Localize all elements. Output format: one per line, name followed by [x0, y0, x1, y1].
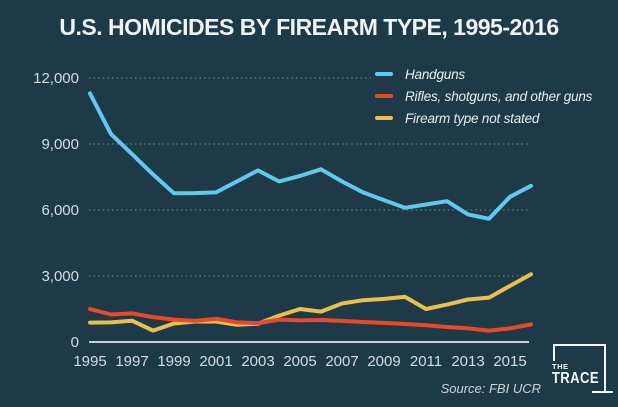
x-tick-label: 1997 — [115, 353, 148, 370]
x-tick-label: 2015 — [493, 353, 526, 370]
x-tick-label: 1999 — [157, 353, 190, 370]
y-tick-label: 12,000 — [33, 70, 79, 87]
legend: Handguns Rifles, shotguns, and other gun… — [371, 63, 597, 129]
y-tick-label: 3,000 — [41, 268, 79, 285]
legend-label-not-stated: Firearm type not stated — [405, 110, 540, 126]
x-tick-label: 2003 — [241, 353, 274, 370]
rifles-line-swatch — [375, 94, 393, 98]
legend-item-rifles: Rifles, shotguns, and other guns — [371, 85, 597, 107]
x-tick-label: 2005 — [283, 353, 316, 370]
series-line-handguns — [88, 91, 533, 221]
series-line-rifles-shotguns-and-other-guns — [88, 307, 533, 333]
y-tick-label: 0 — [71, 334, 79, 351]
x-tick-label: 1995 — [73, 353, 106, 370]
legend-label-handguns: Handguns — [405, 66, 465, 82]
y-tick-label: 6,000 — [41, 202, 79, 219]
x-tick-label: 2001 — [199, 353, 232, 370]
legend-item-not-stated: Firearm type not stated — [371, 107, 597, 129]
series-line-firearm-type-not-stated — [88, 272, 533, 333]
x-tick-label: 2009 — [367, 353, 400, 370]
y-tick-label: 9,000 — [41, 136, 79, 153]
handguns-line-swatch — [375, 72, 393, 76]
not-stated-line-swatch — [375, 116, 393, 120]
x-tick-label: 2011 — [410, 353, 442, 370]
source-note: Source: FBI UCR — [440, 381, 541, 396]
x-tick-label: 2013 — [451, 353, 484, 370]
chart-title: U.S. HOMICIDES BY FIREARM TYPE, 1995-201… — [59, 14, 559, 40]
x-tick-label: 2007 — [325, 353, 358, 370]
legend-label-rifles: Rifles, shotguns, and other guns — [405, 88, 593, 104]
legend-item-handguns: Handguns — [371, 63, 597, 85]
